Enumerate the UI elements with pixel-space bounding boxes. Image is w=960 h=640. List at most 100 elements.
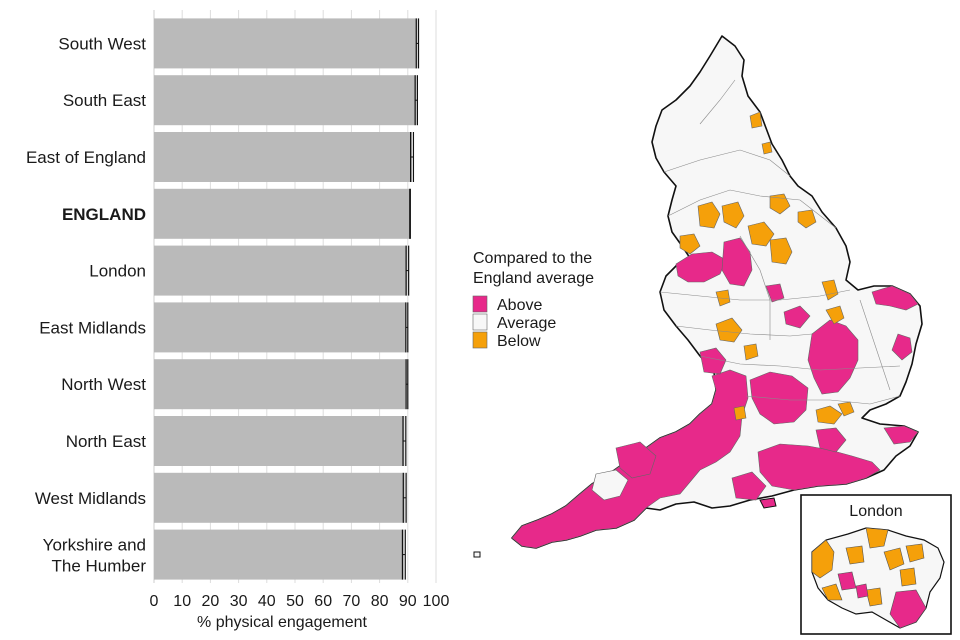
- bars: [154, 18, 420, 580]
- region-lincs-below: [821, 279, 839, 301]
- category-label: East of England: [26, 148, 146, 167]
- london-borough-below: [905, 543, 925, 563]
- region-bristol-below: [733, 405, 747, 421]
- london-borough-below: [865, 527, 889, 549]
- london-above-boroughs: [837, 571, 927, 629]
- region-south-coast-above: [757, 443, 881, 491]
- category-label: North West: [61, 375, 146, 394]
- region-thames-valley-above: [749, 371, 809, 425]
- x-tick-label: 80: [371, 593, 389, 610]
- category-label: Yorkshire and The Humber: [43, 536, 147, 576]
- london-inset: London: [800, 494, 952, 635]
- region-pennines-above: [721, 237, 753, 287]
- london-borough-below: [811, 539, 835, 579]
- x-tick-label: 20: [202, 593, 220, 610]
- region-peterborough-below: [825, 305, 845, 325]
- region-east-above: [807, 319, 859, 395]
- region-derbyshire-above: [783, 305, 811, 329]
- boundary-line: [675, 325, 813, 337]
- region-notts-above: [765, 283, 785, 303]
- region-hartlepool-below: [761, 141, 773, 155]
- region-norfolk-above: [871, 285, 919, 311]
- region-hull-below: [797, 209, 817, 229]
- bar-london: [154, 245, 408, 296]
- category-labels: South West South East East of England ENGLA…: [26, 34, 146, 575]
- map-above-regions: [511, 237, 919, 549]
- london-borough-below: [865, 587, 883, 607]
- legend-swatch-below: [472, 331, 488, 349]
- england-choropleth-map: [473, 35, 923, 558]
- region-teesside-below: [749, 111, 763, 129]
- bar-yorkshire-and-the-humber: [154, 529, 404, 580]
- map-legend: Compared to the England average AboveAve…: [472, 250, 594, 350]
- x-tick-label: 70: [343, 593, 361, 610]
- x-tick-label: 0: [150, 593, 159, 610]
- boundary-line: [659, 289, 851, 301]
- map-boundaries: [659, 79, 901, 405]
- legend-label-above: Above: [497, 297, 542, 314]
- bar-chart: South West South East East of England ENGLA…: [26, 10, 449, 631]
- bar-south-west: [154, 18, 418, 69]
- region-devon-gap-average: [591, 469, 629, 501]
- category-label: West Midlands: [35, 489, 146, 508]
- bar-north-west: [154, 359, 407, 410]
- x-tick-label: 30: [230, 593, 248, 610]
- x-tick-label: 10: [173, 593, 191, 610]
- boundary-line: [699, 79, 736, 125]
- region-london-fringe-below: [815, 405, 843, 425]
- london-borough-above: [855, 583, 869, 599]
- region-dorset-above: [731, 471, 767, 501]
- category-label: South West: [58, 34, 146, 53]
- isle-of-wight: [759, 497, 777, 509]
- boundary-line: [859, 299, 891, 391]
- region-kent-above: [883, 425, 919, 445]
- bar-east-midlands: [154, 302, 407, 353]
- region-manchester-below: [679, 233, 701, 255]
- isles-of-scilly: [473, 551, 481, 558]
- legend-title-line-1: Compared to the: [473, 250, 592, 267]
- region-bradford-below: [721, 201, 745, 229]
- category-label: East Midlands: [39, 318, 146, 337]
- region-cornwall-inner: [615, 441, 657, 479]
- category-label: ENGLAND: [62, 205, 146, 224]
- region-birmingham-below: [715, 317, 743, 343]
- boundary-line: [739, 235, 771, 340]
- x-tick-label: 40: [258, 593, 276, 610]
- region-leicester-below: [743, 343, 759, 361]
- bar-east-of-england: [154, 132, 413, 182]
- london-borough-above: [889, 589, 927, 629]
- boundary-line: [667, 189, 837, 229]
- x-tick-labels: 0 10 20 30 40 50 60 70 80 90 100: [150, 593, 450, 610]
- boundary-line: [699, 355, 901, 371]
- region-surrey-above: [815, 427, 847, 453]
- region-doncaster-below: [769, 237, 793, 265]
- x-tick-label: 50: [286, 593, 304, 610]
- region-luton-below: [837, 401, 855, 417]
- x-tick-label: 100: [423, 593, 450, 610]
- london-borough-below: [821, 583, 843, 601]
- london-borough-below: [899, 567, 917, 587]
- london-below-boroughs: [811, 527, 925, 607]
- region-suffolk-above: [891, 333, 913, 361]
- london-borough-above: [837, 571, 857, 591]
- category-label: South East: [63, 91, 146, 110]
- x-axis-title: % physical engagement: [197, 614, 367, 631]
- legend-swatch-average: [472, 313, 488, 331]
- boundary-line: [663, 149, 791, 177]
- map-below-regions: [679, 111, 855, 425]
- region-leeds-below: [769, 193, 791, 215]
- category-label: London: [89, 262, 146, 281]
- bar-west-midlands: [154, 472, 405, 523]
- x-tick-label: 90: [399, 593, 417, 610]
- bar-england: [154, 188, 411, 239]
- region-midlands-above: [699, 347, 727, 375]
- region-west-yorks-below: [697, 201, 721, 229]
- boundary-line: [745, 395, 901, 405]
- london-borough-below: [883, 547, 905, 571]
- legend-label-below: Below: [497, 333, 541, 350]
- legend-swatch-above: [472, 295, 488, 313]
- legend-label-average: Average: [497, 315, 556, 332]
- legend-title-line-2: England average: [473, 270, 594, 287]
